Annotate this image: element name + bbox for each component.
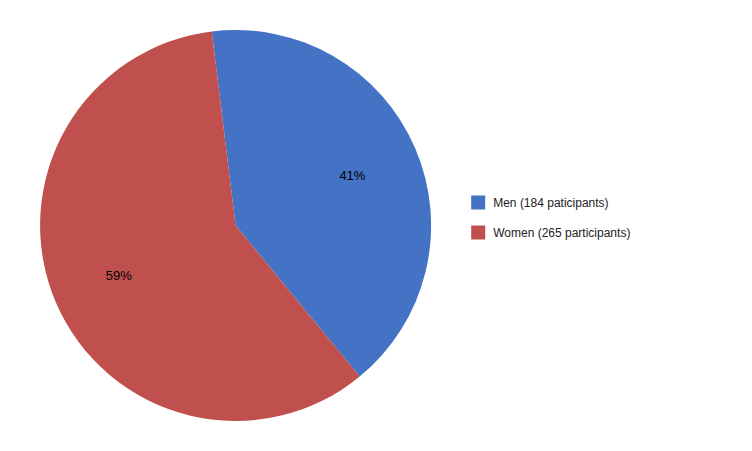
legend-swatch (471, 226, 485, 240)
pie-slice (40, 31, 360, 421)
legend-label: Women (265 participants) (493, 226, 630, 240)
legend-item: Women (265 participants) (471, 226, 630, 240)
legend: Men (184 paticipants) Women (265 particip… (471, 196, 630, 240)
pie (40, 30, 431, 421)
data-labels: 41% 59% (106, 168, 366, 283)
chart-container: 41% 59% Men (184 paticipants) Women (265 pa… (0, 0, 752, 451)
chart-svg: 41% 59% Men (184 paticipants) Women (265 pa… (0, 0, 752, 451)
legend-label: Men (184 paticipants) (493, 196, 608, 210)
data-label: 59% (106, 268, 132, 283)
data-label: 41% (339, 168, 365, 183)
legend-item: Men (184 paticipants) (471, 196, 608, 210)
legend-swatch (471, 196, 485, 210)
